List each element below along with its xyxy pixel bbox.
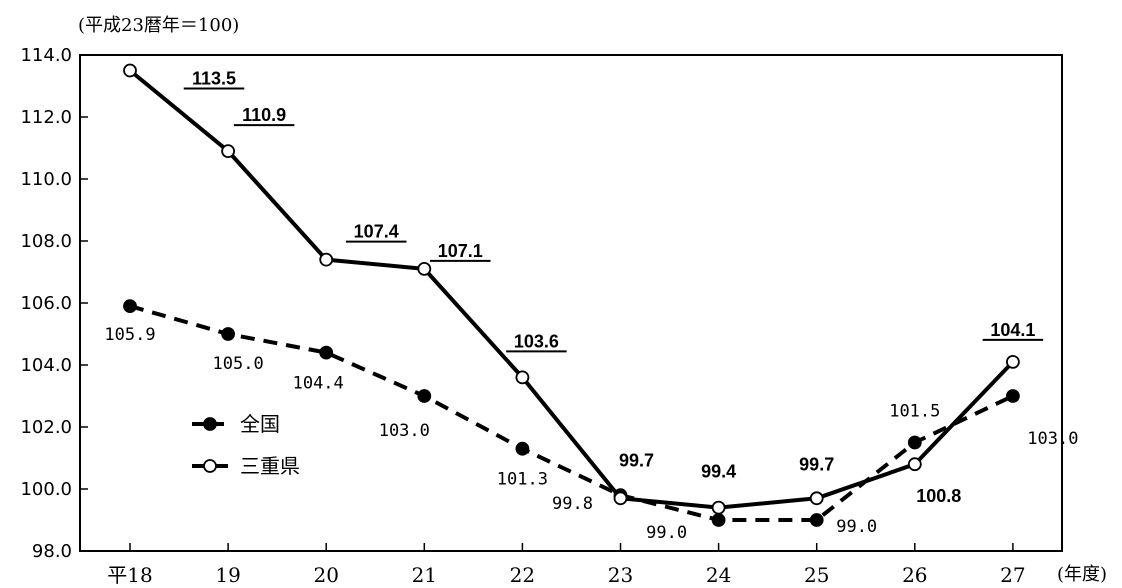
x-tick-label: 22 (510, 563, 535, 587)
mie-point (809, 491, 824, 506)
legend-label-zenkoku: 全国 (240, 412, 280, 436)
x-tick-label: 24 (706, 563, 731, 587)
zenkoku-data-label: 103.0 (1027, 429, 1078, 449)
series-layer (123, 63, 1020, 527)
x-unit-label: (年度) (1057, 564, 1107, 585)
zenkoku-point (907, 435, 922, 450)
x-tick-label: 平18 (107, 563, 152, 587)
zenkoku-data-label: 99.0 (836, 517, 877, 537)
y-tick-label: 108.0 (20, 231, 72, 252)
plot-frame (79, 54, 1063, 552)
mie-point (319, 252, 334, 267)
zenkoku-point (123, 299, 137, 314)
y-tick-label: 110.0 (20, 169, 72, 190)
mie-point (1006, 354, 1020, 369)
mie-data-label: 113.5 (192, 69, 236, 89)
x-tick-label: 25 (804, 563, 829, 587)
y-tick-label: 114.0 (20, 45, 72, 66)
zenkoku-data-label: 104.4 (293, 374, 344, 394)
mie-data-label: 103.6 (514, 331, 559, 351)
x-tick-label: 19 (215, 563, 240, 587)
mie-point (417, 261, 432, 276)
x-tick-label: 21 (412, 563, 437, 587)
y-axis-ticks: 98.0 100.0 102.0 104.0 106.0 108.0 110.0 112.0 1… (20, 45, 88, 562)
y-tick-label: 102.0 (20, 417, 72, 438)
x-tick-label: 20 (313, 563, 338, 587)
zenkoku-data-label: 99.8 (552, 494, 593, 514)
data-labels: 105.9 105.0 104.4 103.0 101.399.8 99.0 99.0 101… (104, 69, 1078, 544)
zenkoku-data-label: 101.3 (497, 470, 548, 490)
x-tick-label: 26 (902, 563, 927, 587)
legend-label-mie: 三重県 (240, 454, 300, 478)
y-tick-label: 106.0 (20, 293, 72, 314)
unit-note: (平成23暦年＝100) (78, 15, 239, 36)
legend-marker-zenkoku (203, 417, 217, 431)
mie-data-label: 99.7 (799, 454, 834, 474)
zenkoku-point (809, 513, 824, 527)
mie-point (221, 144, 236, 159)
x-tick-label: 27 (1000, 563, 1025, 587)
mie-point (711, 500, 726, 515)
zenkoku-point (1006, 389, 1020, 403)
zenkoku-data-label: 99.0 (646, 523, 687, 543)
x-axis-ticks: 平18 19 20 21 22 23 24 25 26 27 (107, 543, 1026, 587)
y-tick-label: 100.0 (20, 479, 72, 500)
zenkoku-point (417, 389, 432, 403)
zenkoku-point (515, 441, 530, 456)
mie-data-label: 99.4 (701, 462, 736, 482)
mie-data-label: 99.7 (619, 450, 654, 470)
zenkoku-data-label: 105.9 (104, 325, 155, 345)
mie-data-label: 100.8 (916, 486, 961, 506)
mie-data-label: 107.4 (354, 222, 399, 242)
x-tick-label: 23 (608, 563, 633, 587)
zenkoku-data-label: 105.0 (213, 354, 264, 374)
y-tick-label: 112.0 (20, 107, 72, 128)
mie-data-label: 107.1 (438, 241, 483, 261)
mie-data-label: 110.9 (242, 105, 286, 125)
zenkoku-point (711, 513, 726, 527)
zenkoku-point (319, 345, 334, 360)
mie-point (907, 457, 922, 472)
zenkoku-point (221, 327, 236, 341)
mie-data-label: 104.1 (990, 320, 1035, 340)
y-tick-label: 104.0 (20, 355, 72, 376)
zenkoku-data-label: 101.5 (889, 402, 940, 422)
mie-point (515, 370, 530, 385)
legend-marker-mie (203, 459, 217, 473)
mie-point (613, 491, 628, 506)
series-line-mie (128, 68, 1015, 510)
y-tick-label: 98.0 (32, 541, 72, 562)
zenkoku-data-label: 103.0 (379, 421, 430, 441)
mie-point (123, 63, 137, 78)
